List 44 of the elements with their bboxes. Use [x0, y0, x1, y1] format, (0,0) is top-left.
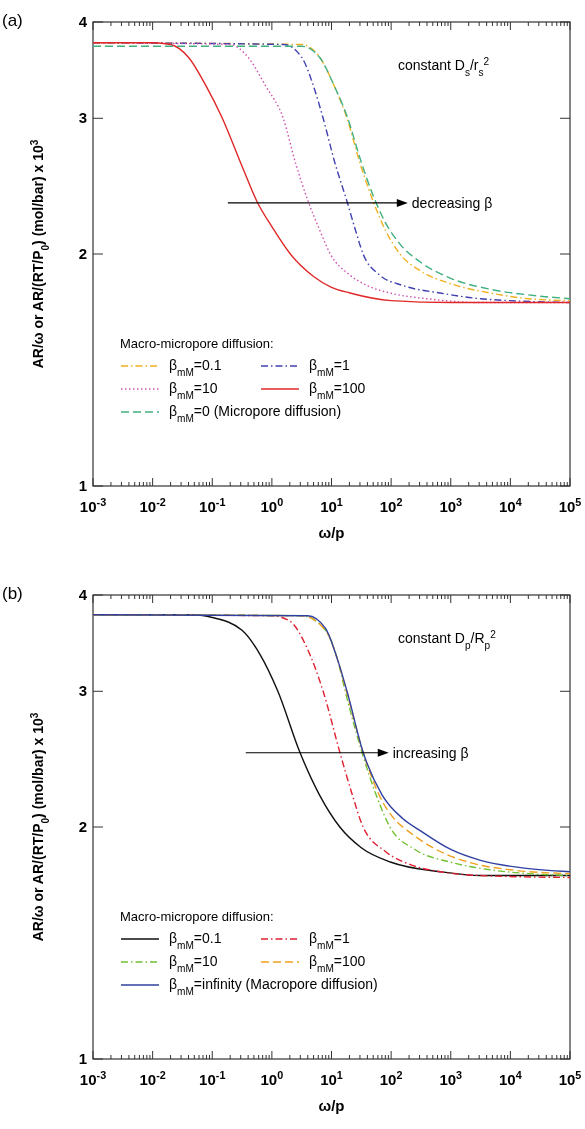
- y-tick-label: 4: [78, 13, 88, 30]
- legend-title: Macro-micropore diffusion:: [120, 909, 274, 924]
- x-tick-label: 10$^{-3}$: [79, 496, 107, 515]
- chart-title: (a): [2, 11, 23, 30]
- annotation: decreasing β: [411, 194, 493, 211]
- legend-label: β$_{mM}$=100: [309, 953, 366, 974]
- y-tick-label: 2: [78, 818, 87, 835]
- legend-label: β$_{mM}$=0 (Micropore diffusion): [169, 403, 342, 424]
- x-tick-label: 10$^{0}$: [260, 496, 284, 515]
- x-axis-title: ω/p: [318, 1097, 345, 1114]
- y-tick-label: 3: [78, 109, 87, 127]
- x-tick-label: 10$^{3}$: [439, 1069, 463, 1088]
- x-tick-label: 10$^{-1}$: [199, 1069, 226, 1088]
- x-tick-label: 10$^{-3}$: [79, 1069, 107, 1088]
- legend-label: β$_{mM}$=100: [309, 380, 366, 401]
- y-tick-label: 3: [78, 682, 87, 700]
- y-tick-label: 1: [78, 477, 87, 494]
- legend-label: β$_{mM}$=1: [309, 357, 351, 378]
- legend-label: β$_{mM}$=10: [169, 380, 218, 401]
- legend-label: β$_{mM}$=infinity (Macropore diffusion): [169, 976, 378, 997]
- legend-label: β$_{mM}$=0.1: [169, 930, 222, 951]
- legend-label: β$_{mM}$=1: [309, 930, 351, 951]
- x-tick-label: 10$^{2}$: [379, 1069, 403, 1088]
- x-tick-label: 10$^{1}$: [320, 496, 343, 515]
- x-tick-label: 10$^{2}$: [379, 496, 403, 515]
- x-tick-label: 10$^{4}$: [499, 496, 522, 515]
- x-tick-label: 10$^{3}$: [439, 496, 463, 515]
- x-tick-label: 10$^{-1}$: [199, 496, 226, 515]
- x-tick-label: 10$^{5}$: [558, 496, 582, 515]
- chart-title: (b): [2, 584, 23, 603]
- legend-title: Macro-micropore diffusion:: [120, 336, 274, 351]
- y-tick-label: 4: [78, 586, 88, 603]
- legend-label: β$_{mM}$=0.1: [169, 357, 222, 378]
- annotation: increasing β: [392, 744, 469, 761]
- x-tick-label: 10$^{-2}$: [139, 496, 166, 515]
- legend-label: β$_{mM}$=10: [169, 953, 218, 974]
- y-tick-label: 2: [78, 245, 87, 262]
- x-tick-label: 10$^{0}$: [260, 1069, 284, 1088]
- x-tick-label: 10$^{1}$: [320, 1069, 343, 1088]
- x-axis-title: ω/p: [318, 524, 345, 541]
- x-tick-label: 10$^{-2}$: [139, 1069, 166, 1088]
- y-tick-label: 1: [78, 1050, 87, 1067]
- x-tick-label: 10$^{5}$: [558, 1069, 582, 1088]
- x-tick-label: 10$^{4}$: [499, 1069, 522, 1088]
